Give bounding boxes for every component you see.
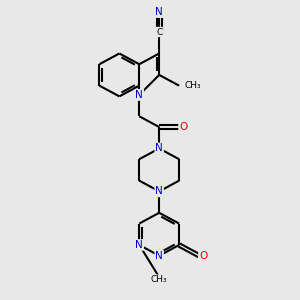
Text: N: N xyxy=(135,90,143,100)
Text: CH₃: CH₃ xyxy=(184,81,201,90)
Text: CH₃: CH₃ xyxy=(151,275,167,284)
Text: N: N xyxy=(135,90,143,100)
Text: N: N xyxy=(135,240,143,250)
Text: N: N xyxy=(155,186,163,197)
Text: O: O xyxy=(179,122,188,132)
Text: N: N xyxy=(155,7,163,17)
Text: C: C xyxy=(156,28,162,37)
Text: N: N xyxy=(155,143,163,154)
Text: O: O xyxy=(199,251,207,261)
Text: N: N xyxy=(155,251,163,261)
